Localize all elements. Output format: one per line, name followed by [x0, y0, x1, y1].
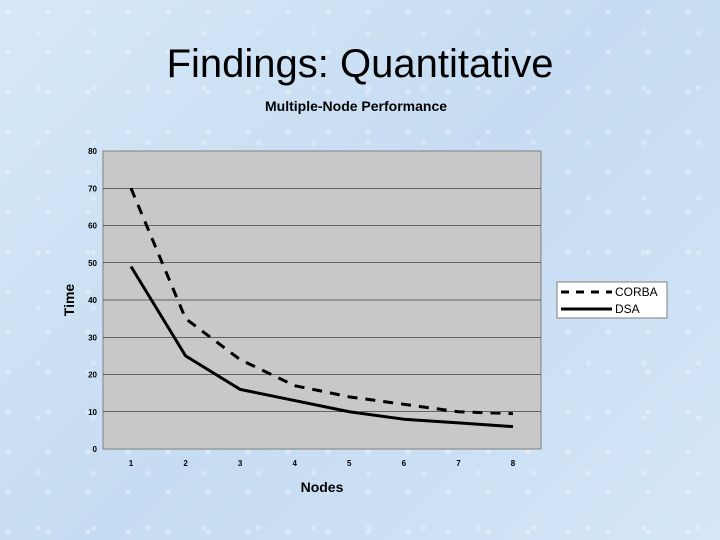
- y-tick-label: 20: [88, 371, 97, 380]
- y-tick-label: 60: [88, 222, 97, 231]
- y-tick-label: 40: [88, 296, 97, 305]
- x-axis-label: Nodes: [301, 479, 344, 495]
- y-tick-label: 70: [88, 184, 97, 193]
- x-tick-label: 7: [456, 459, 461, 468]
- series-lines: [129, 187, 514, 429]
- y-tick-labels: 0 10 20 30 40 50 60 70 80: [88, 147, 97, 454]
- y-tick-label: 0: [93, 445, 98, 454]
- x-tick-label: 8: [511, 459, 516, 468]
- gridlines: [103, 187, 541, 413]
- y-tick-label: 80: [88, 147, 97, 156]
- x-tick-label: 1: [129, 459, 134, 468]
- x-tick-labels: 1 2 3 4 5 6 7 8: [129, 459, 516, 468]
- legend: CORBA DSA: [556, 281, 668, 319]
- chart-title: Multiple-Node Performance: [265, 98, 447, 114]
- x-tick-label: 6: [402, 459, 407, 468]
- legend-box: [556, 281, 668, 319]
- x-tick-label: 2: [183, 459, 188, 468]
- series-line-dsa: [129, 265, 514, 429]
- x-tick-label: 5: [347, 459, 352, 468]
- x-tick-label: 4: [292, 459, 297, 468]
- y-tick-label: 50: [88, 259, 97, 268]
- x-tick-label: 3: [238, 459, 243, 468]
- legend-label-dsa: DSA: [615, 302, 640, 316]
- y-tick-label: 30: [88, 333, 97, 342]
- y-tick-label: 10: [88, 408, 97, 417]
- y-axis-label: Time: [61, 284, 77, 317]
- slide-title: Findings: Quantitative: [166, 42, 554, 86]
- legend-label-corba: CORBA: [615, 285, 658, 299]
- series-line-corba: [129, 187, 514, 416]
